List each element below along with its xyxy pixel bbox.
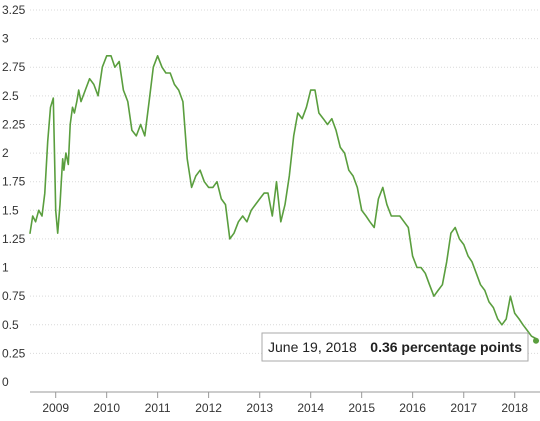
- x-tick-label: 2018: [501, 401, 528, 415]
- y-tick-label: 1.75: [2, 175, 26, 189]
- tooltip: June 19, 2018 0.36 percentage points: [261, 332, 529, 362]
- y-axis-ticks: 3.25 3 2.75 2.5 2.25 2 1.75 1.5 1.25 1 0.75 0.5 0.25…: [2, 3, 26, 389]
- y-tick-label: 0: [2, 375, 9, 389]
- x-tick-label: 2015: [348, 401, 375, 415]
- y-tick-label: 0.75: [2, 289, 26, 303]
- y-tick-label: 1.25: [2, 232, 26, 246]
- x-tick-label: 2010: [93, 401, 120, 415]
- tooltip-value: 0.36 percentage points: [370, 339, 522, 355]
- last-point-marker: [533, 337, 539, 344]
- y-tick-label: 0.25: [2, 346, 26, 360]
- y-tick-label: 0.5: [2, 318, 19, 332]
- x-tick-label: 2009: [42, 401, 69, 415]
- x-tick-label: 2014: [297, 401, 324, 415]
- x-tick-label: 2017: [450, 401, 477, 415]
- y-tick-label: 3: [2, 32, 9, 46]
- x-tick-label: 2012: [195, 401, 222, 415]
- y-tick-label: 2.5: [2, 89, 19, 103]
- tooltip-date: June 19, 2018: [268, 339, 357, 355]
- y-tick-label: 3.25: [2, 3, 26, 17]
- x-tick-label: 2013: [246, 401, 273, 415]
- y-tick-label: 1.5: [2, 203, 19, 217]
- y-tick-label: 2.25: [2, 117, 26, 131]
- x-tick-label: 2011: [145, 401, 171, 415]
- y-tick-label: 2.75: [2, 60, 26, 74]
- y-tick-label: 2: [2, 146, 9, 160]
- x-axis-ticks: 2009 2010 2011 2012 2013 2014 2015 2016 2017 2018: [42, 392, 528, 415]
- x-tick-label: 2016: [399, 401, 426, 415]
- tooltip-box: [261, 332, 529, 362]
- series-line: [29, 55, 540, 342]
- y-tick-label: 1: [2, 261, 9, 275]
